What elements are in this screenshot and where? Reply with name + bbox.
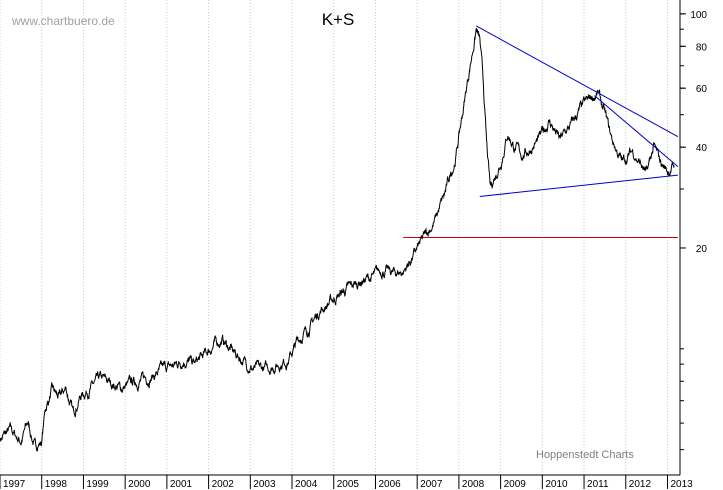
- trend-line-0: [476, 25, 679, 138]
- x-tick-label-1999: 1999: [86, 479, 109, 490]
- x-tick-label-1997: 1997: [3, 479, 26, 490]
- x-tick-label-2010: 2010: [545, 479, 568, 490]
- x-axis-ticks: 1997 1998 1999 2000 2001 2002 2003 2004 2005 2006…: [0, 475, 693, 490]
- y-tick-label-60: 60: [696, 84, 708, 95]
- x-tick-label-2000: 2000: [128, 479, 151, 490]
- price-line: [0, 28, 675, 452]
- x-tick-label-2005: 2005: [337, 479, 360, 490]
- y-axis-ticks: 100 80 60 40 20: [680, 10, 708, 451]
- trend-lines: [476, 25, 679, 197]
- x-tick-label-2004: 2004: [295, 479, 318, 490]
- x-tick-label-2013: 2013: [670, 479, 693, 490]
- x-tick-label-1998: 1998: [45, 479, 68, 490]
- x-tick-label-2009: 2009: [504, 479, 527, 490]
- x-tick-label-2003: 2003: [253, 479, 276, 490]
- trend-line-1: [594, 95, 679, 167]
- x-tick-label-2011: 2011: [587, 479, 609, 490]
- y-tick-label-80: 80: [696, 42, 708, 53]
- x-tick-label-2012: 2012: [629, 479, 652, 490]
- y-tick-label-100: 100: [690, 10, 707, 21]
- x-tick-label-2006: 2006: [378, 479, 401, 490]
- chart-title: K+S: [322, 10, 355, 29]
- watermark: www.chartbuero.de: [11, 14, 115, 28]
- x-tick-label-2008: 2008: [462, 479, 485, 490]
- trend-line-2: [479, 174, 678, 197]
- x-tick-label-2001: 2001: [170, 479, 193, 490]
- x-tick-label-2002: 2002: [212, 479, 235, 490]
- x-tick-label-2007: 2007: [420, 479, 443, 490]
- price-line-group: [0, 28, 675, 452]
- y-tick-label-40: 40: [696, 143, 708, 154]
- source-label: Hoppenstedt Charts: [536, 449, 634, 461]
- y-tick-label-20: 20: [696, 244, 708, 255]
